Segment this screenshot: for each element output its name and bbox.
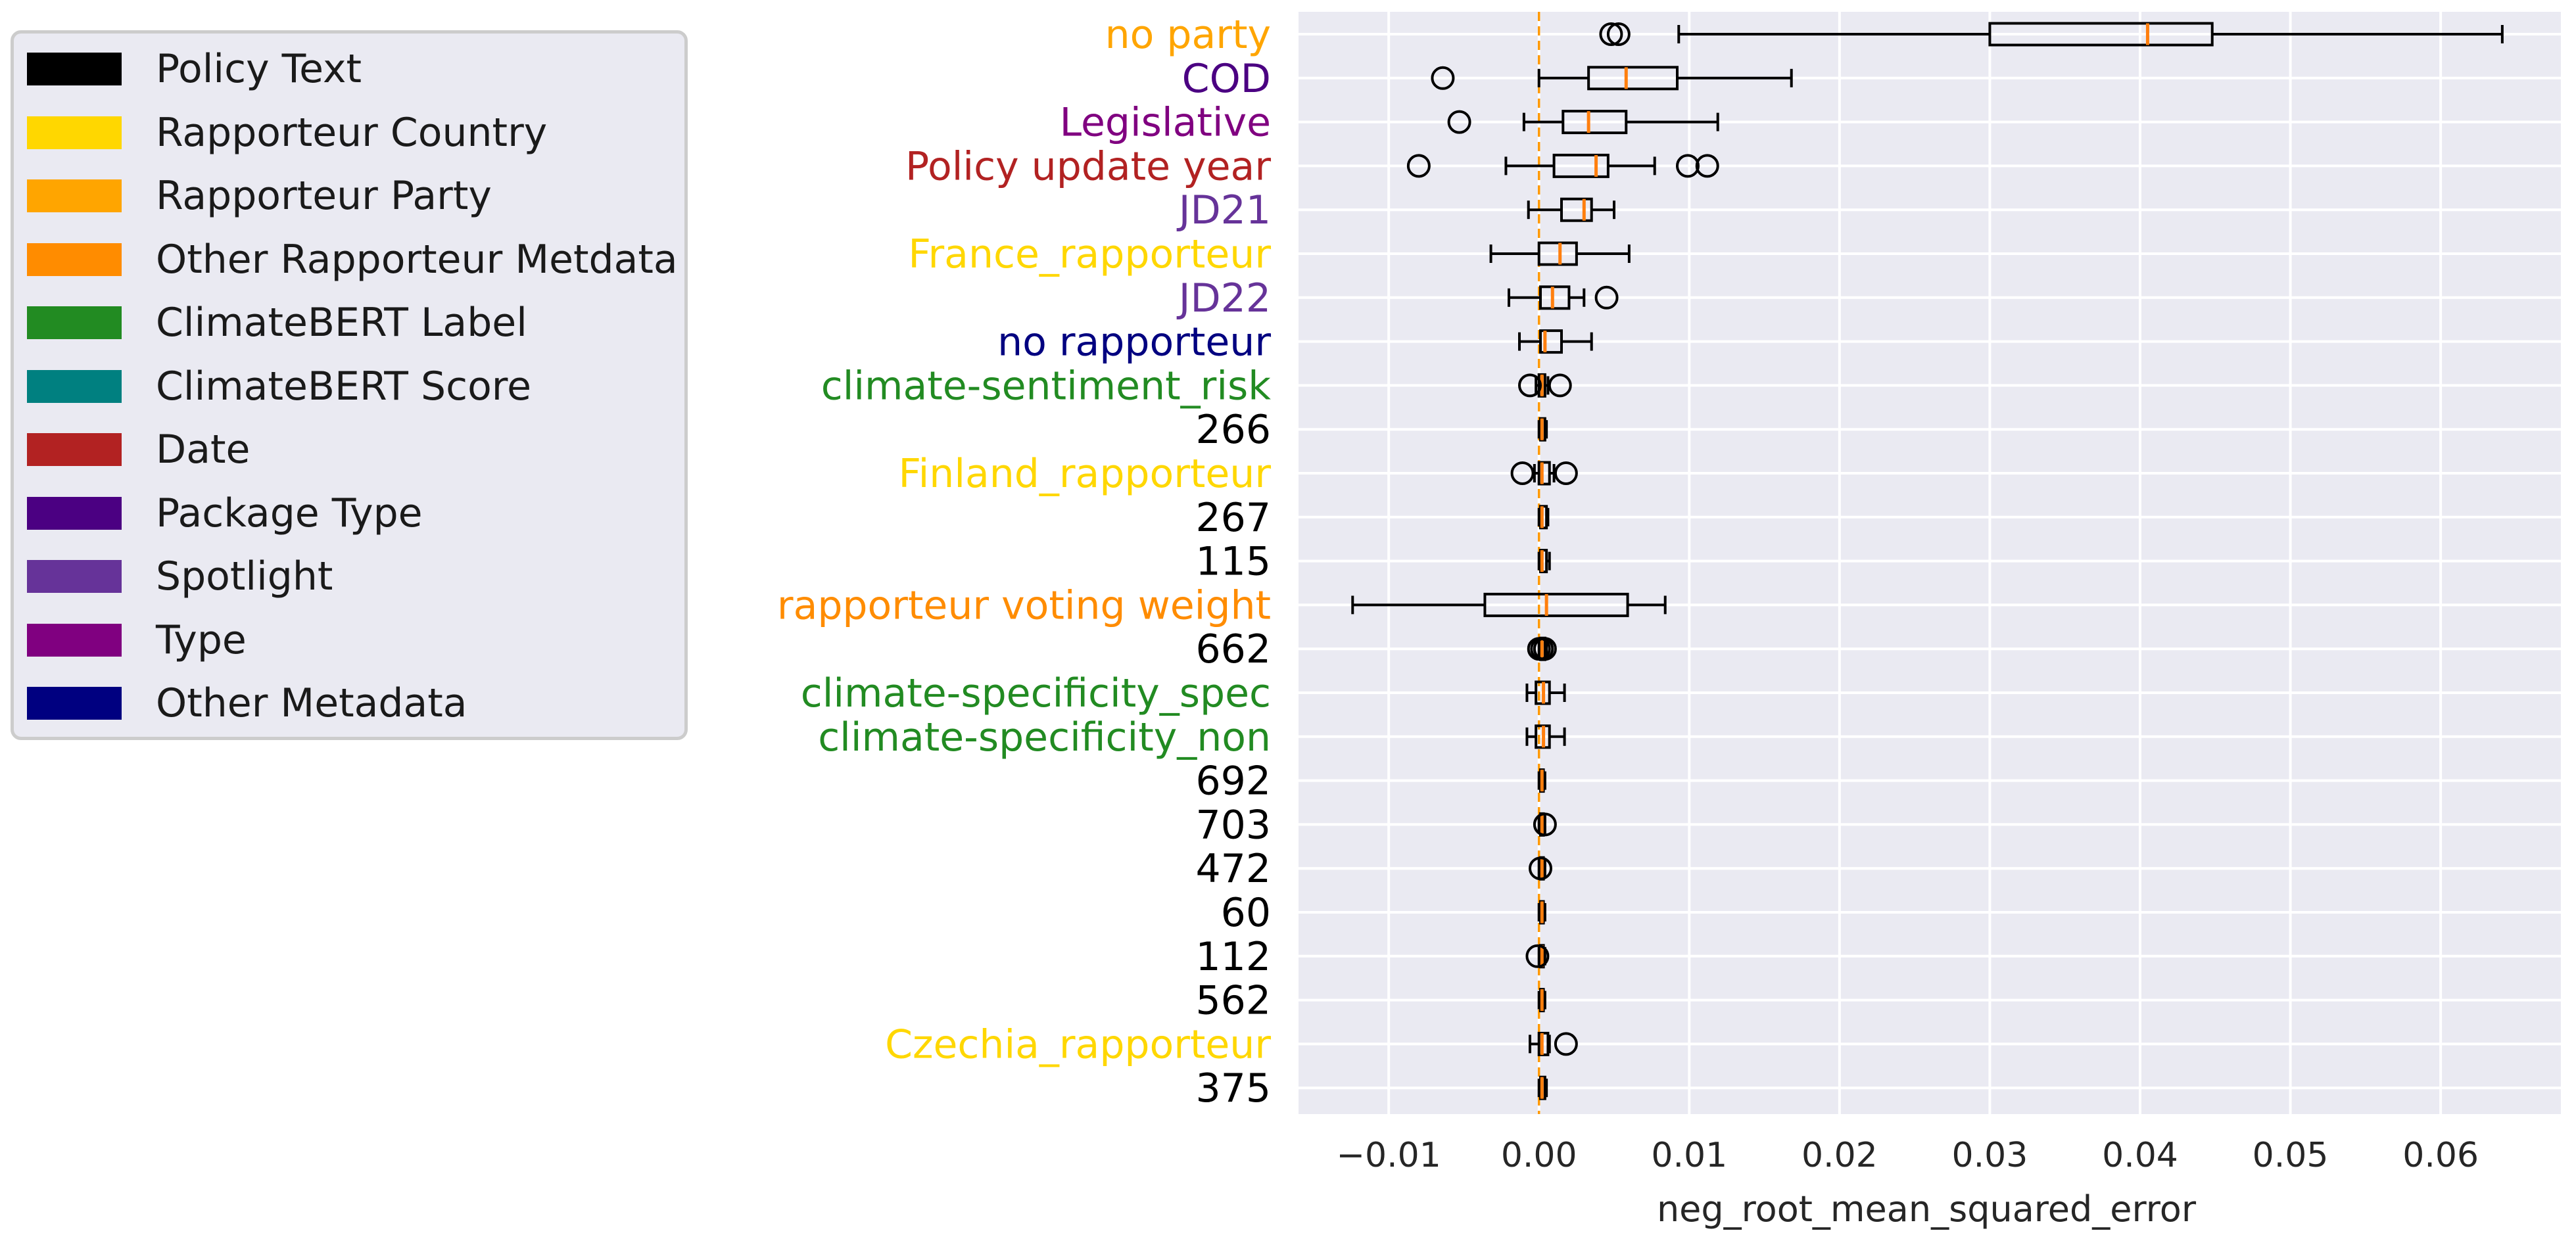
legend-label: Rapporteur Country xyxy=(156,109,548,156)
y-tick-label: France_rapporteur xyxy=(908,231,1271,277)
y-tick-label: 692 xyxy=(1195,758,1271,804)
x-tick-label: 0.00 xyxy=(1501,1136,1577,1175)
y-tick-label: Policy update year xyxy=(905,143,1271,189)
x-tick-label: −0.01 xyxy=(1336,1136,1441,1175)
legend-label: Type xyxy=(156,617,247,663)
y-tick-label: 115 xyxy=(1195,539,1271,585)
legend-swatch xyxy=(27,179,122,212)
box-iqr xyxy=(1537,461,1551,486)
y-tick-label: climate-sentiment_risk xyxy=(821,363,1272,409)
y-tick-label: 662 xyxy=(1195,626,1271,672)
flier-point xyxy=(1606,22,1631,46)
y-tick-label: 472 xyxy=(1195,846,1271,892)
legend-swatch xyxy=(27,243,122,276)
y-tick-label: Czechia_rapporteur xyxy=(885,1021,1271,1067)
legend-label: Package Type xyxy=(156,490,423,536)
flier-point xyxy=(1554,1032,1578,1056)
legend-swatch xyxy=(27,116,122,149)
legend-item: Other Rapporteur Metdata xyxy=(27,233,678,286)
legend-swatch xyxy=(27,53,122,85)
legend: Policy Text Rapporteur Country Rapporteur … xyxy=(11,30,688,740)
y-tick-label: Finland_rapporteur xyxy=(898,451,1271,497)
legend-swatch xyxy=(27,306,122,339)
legend-item: Rapporteur Party xyxy=(27,170,492,222)
y-tick-label: 267 xyxy=(1195,495,1271,541)
box-iqr xyxy=(1539,329,1563,354)
legend-label: Date xyxy=(156,427,250,473)
legend-item: Spotlight xyxy=(27,550,333,603)
x-tick-label: 0.06 xyxy=(2402,1136,2479,1175)
y-tick-label: 375 xyxy=(1195,1065,1271,1111)
box-iqr xyxy=(1539,285,1571,310)
y-tick-label: no rapporteur xyxy=(997,319,1271,365)
y-tick-label: rapporteur voting weight xyxy=(777,582,1271,628)
box-iqr xyxy=(1562,110,1628,135)
x-tick-label: 0.05 xyxy=(2253,1136,2329,1175)
box-iqr xyxy=(1537,241,1578,266)
flier-point xyxy=(1695,154,1719,178)
flier-point xyxy=(1518,373,1542,398)
legend-label: Policy Text xyxy=(156,46,362,92)
y-tick-label: 112 xyxy=(1195,934,1271,980)
flier-point xyxy=(1599,22,1623,46)
flier-point xyxy=(1406,154,1431,178)
y-tick-label: Legislative xyxy=(1060,100,1271,146)
legend-swatch xyxy=(27,433,122,466)
y-tick-label: 562 xyxy=(1195,978,1271,1024)
flier-point xyxy=(1533,637,1557,661)
x-axis-label: neg_root_mean_squared_error xyxy=(1657,1188,2197,1230)
legend-label: ClimateBERT Label xyxy=(156,300,527,346)
y-tick-label: 60 xyxy=(1221,890,1271,936)
legend-swatch xyxy=(27,687,122,720)
x-tick-label: 0.01 xyxy=(1651,1136,1727,1175)
legend-swatch xyxy=(27,496,122,530)
legend-label: Other Metadata xyxy=(156,680,467,726)
y-tick-label: JD21 xyxy=(1176,187,1271,233)
legend-swatch xyxy=(27,560,122,593)
plot-area xyxy=(1299,12,2561,1114)
y-tick-label: 703 xyxy=(1195,802,1271,848)
y-tick-label: climate-specificity_spec xyxy=(801,670,1271,716)
x-tick-label: 0.03 xyxy=(1952,1136,2028,1175)
box-iqr xyxy=(1587,66,1679,91)
legend-label: ClimateBERT Score xyxy=(156,363,532,409)
flier-point xyxy=(1525,944,1550,968)
y-tick-label: COD xyxy=(1182,56,1271,102)
flier-point xyxy=(1447,110,1471,134)
y-tick-label: JD22 xyxy=(1176,275,1271,321)
legend-item: Other Metadata xyxy=(27,677,467,730)
legend-label: Other Rapporteur Metdata xyxy=(156,236,678,283)
y-tick-label: climate-specificity_non xyxy=(818,714,1271,760)
flier-point xyxy=(1676,154,1700,178)
flier-point xyxy=(1594,285,1619,310)
legend-item: Date xyxy=(27,423,250,476)
y-tick-label: no party xyxy=(1105,12,1271,58)
legend-label: Spotlight xyxy=(156,553,333,599)
box-iqr xyxy=(1483,592,1629,617)
flier-point xyxy=(1510,461,1535,485)
flier-point xyxy=(1533,812,1557,837)
legend-item: ClimateBERT Score xyxy=(27,360,531,413)
legend-item: Package Type xyxy=(27,487,423,540)
x-tick-label: 0.02 xyxy=(1801,1136,1878,1175)
box-iqr xyxy=(1560,197,1593,222)
legend-swatch xyxy=(27,369,122,403)
legend-swatch xyxy=(27,623,122,657)
flier-point xyxy=(1554,461,1578,485)
flier-point xyxy=(1548,373,1572,398)
box-iqr xyxy=(1552,153,1610,178)
y-tick-label: 266 xyxy=(1195,407,1271,453)
legend-item: Policy Text xyxy=(27,43,362,95)
flier-point xyxy=(1431,66,1455,90)
legend-item: Type xyxy=(27,614,247,666)
x-tick-label: 0.04 xyxy=(2102,1136,2178,1175)
legend-item: Rapporteur Country xyxy=(27,106,547,159)
box-iqr xyxy=(1988,22,2214,47)
legend-item: ClimateBERT Label xyxy=(27,296,527,349)
legend-label: Rapporteur Party xyxy=(156,173,492,219)
flier-point xyxy=(1529,856,1552,881)
